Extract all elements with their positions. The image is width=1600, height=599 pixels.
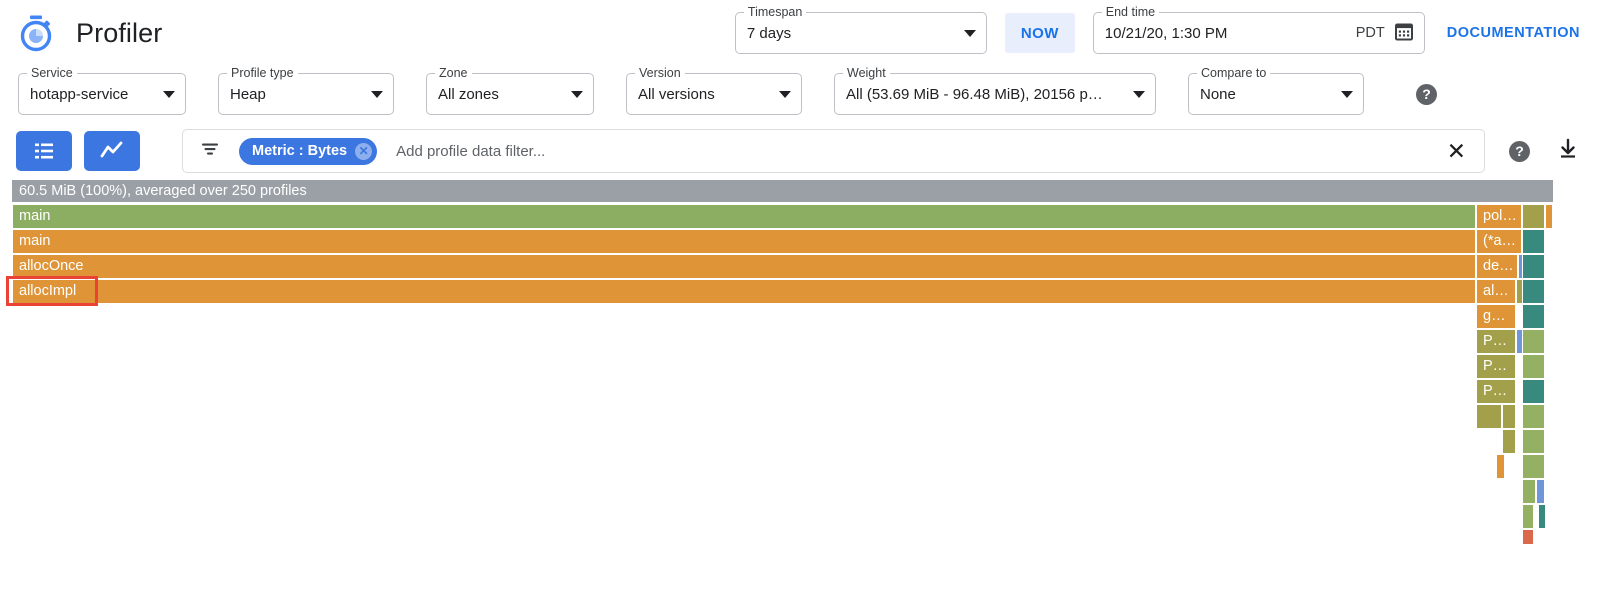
now-button[interactable]: NOW (1004, 13, 1075, 53)
zone-value: All zones (438, 85, 499, 103)
flame-frame[interactable] (1522, 454, 1545, 479)
flame-frame[interactable]: de… (1476, 254, 1518, 279)
flame-frame[interactable] (1522, 504, 1534, 529)
service-select[interactable]: Service hotapp-service (18, 66, 186, 115)
help-icon[interactable]: ? (1509, 140, 1530, 162)
flame-frame[interactable] (1545, 204, 1553, 229)
flame-frame[interactable]: (*a… (1476, 229, 1522, 254)
version-label: Version (635, 66, 685, 80)
version-select[interactable]: Version All versions (626, 66, 802, 115)
timezone-label: PDT (1355, 25, 1385, 41)
flame-frame[interactable] (1522, 329, 1545, 354)
clear-icon[interactable]: ✕ (1446, 137, 1466, 164)
flame-frame[interactable] (1502, 404, 1516, 429)
profile-type-label: Profile type (227, 66, 298, 80)
filter-bar: Service hotapp-service Profile type Heap… (0, 66, 1600, 122)
chevron-down-icon (163, 90, 175, 98)
timespan-value: 7 days (746, 24, 792, 42)
app-header: Profiler Timespan 7 days NOW End time 10… (0, 0, 1600, 66)
flame-frame[interactable]: g… (1476, 304, 1516, 329)
chevron-down-icon (371, 90, 383, 98)
flame-frame[interactable]: pol… (1476, 204, 1522, 229)
weight-select[interactable]: Weight All (53.69 MiB - 96.48 MiB), 2015… (834, 66, 1156, 115)
compare-to-value: None (1200, 85, 1236, 103)
flame-frame[interactable] (1522, 304, 1545, 329)
timespan-select[interactable]: Timespan 7 days (734, 5, 987, 54)
weight-value: All (53.69 MiB - 96.48 MiB), 20156 p… (846, 85, 1103, 103)
flame-frame[interactable] (1522, 529, 1534, 545)
line-chart-icon[interactable] (84, 131, 140, 171)
service-value: hotapp-service (30, 85, 129, 103)
flame-frame[interactable]: P… (1476, 354, 1516, 379)
flame-frame[interactable] (1522, 379, 1545, 404)
compare-to-label: Compare to (1197, 66, 1271, 80)
chevron-down-icon (963, 29, 976, 37)
flame-frame[interactable] (1476, 404, 1502, 429)
flame-frame[interactable]: P… (1476, 379, 1516, 404)
flame-frame[interactable]: allocImpl (12, 279, 1476, 304)
end-time-field[interactable]: End time 10/21/20, 1:30 PM PDT (1092, 5, 1425, 54)
flame-frame[interactable] (1522, 404, 1545, 429)
help-icon[interactable]: ? (1416, 83, 1437, 105)
flame-frame[interactable] (1496, 454, 1505, 479)
flame-frame[interactable] (1522, 229, 1545, 254)
flame-frame[interactable]: allocOnce (12, 254, 1476, 279)
zone-label: Zone (435, 66, 472, 80)
close-icon[interactable]: ✕ (355, 142, 373, 160)
flame-graph-summary: 60.5 MiB (100%), averaged over 250 profi… (12, 180, 1553, 202)
flame-frame[interactable] (1502, 429, 1516, 454)
version-value: All versions (638, 85, 715, 103)
flame-frame[interactable] (1522, 354, 1545, 379)
search-input[interactable]: Add profile data filter... (396, 142, 546, 160)
list-view-icon[interactable] (16, 131, 72, 171)
chevron-down-icon (779, 90, 791, 98)
end-time-value: 10/21/20, 1:30 PM (1104, 24, 1228, 42)
end-time-label: End time (1101, 5, 1160, 19)
chevron-down-icon (1133, 90, 1145, 98)
flame-graph: 60.5 MiB (100%), averaged over 250 profi… (0, 180, 1600, 545)
view-toolbar: Metric : Bytes ✕ Add profile data filter… (0, 122, 1600, 180)
profile-filter-box[interactable]: Metric : Bytes ✕ Add profile data filter… (182, 129, 1485, 173)
filter-chip-label: Metric : Bytes (252, 143, 348, 159)
chevron-down-icon (1341, 90, 1353, 98)
filter-chip-metric[interactable]: Metric : Bytes ✕ (239, 137, 378, 165)
flame-frame[interactable] (1522, 204, 1545, 229)
filter-icon[interactable] (199, 138, 221, 165)
flame-frame[interactable] (1522, 429, 1545, 454)
flame-frame[interactable]: P… (1476, 329, 1516, 354)
flame-frame[interactable] (1522, 254, 1545, 279)
weight-label: Weight (843, 66, 890, 80)
timespan-label: Timespan (743, 5, 807, 19)
documentation-link[interactable]: DOCUMENTATION (1446, 25, 1580, 41)
compare-to-select[interactable]: Compare to None (1188, 66, 1364, 115)
page-title: Profiler (76, 17, 163, 48)
calendar-icon[interactable] (1394, 21, 1414, 46)
download-icon[interactable] (1556, 137, 1580, 166)
flame-frame[interactable] (1522, 479, 1536, 504)
flame-frame[interactable]: main (12, 229, 1476, 254)
flame-frame[interactable]: al… (1476, 279, 1516, 304)
flame-frame[interactable] (1538, 504, 1546, 529)
zone-select[interactable]: Zone All zones (426, 66, 594, 115)
profile-type-select[interactable]: Profile type Heap (218, 66, 394, 115)
flame-frame[interactable] (1536, 479, 1545, 504)
flame-frame[interactable]: main (12, 204, 1476, 229)
stopwatch-icon (14, 11, 58, 55)
service-label: Service (27, 66, 77, 80)
flame-frame[interactable] (1522, 279, 1545, 304)
chevron-down-icon (571, 90, 583, 98)
profile-type-value: Heap (230, 85, 266, 103)
